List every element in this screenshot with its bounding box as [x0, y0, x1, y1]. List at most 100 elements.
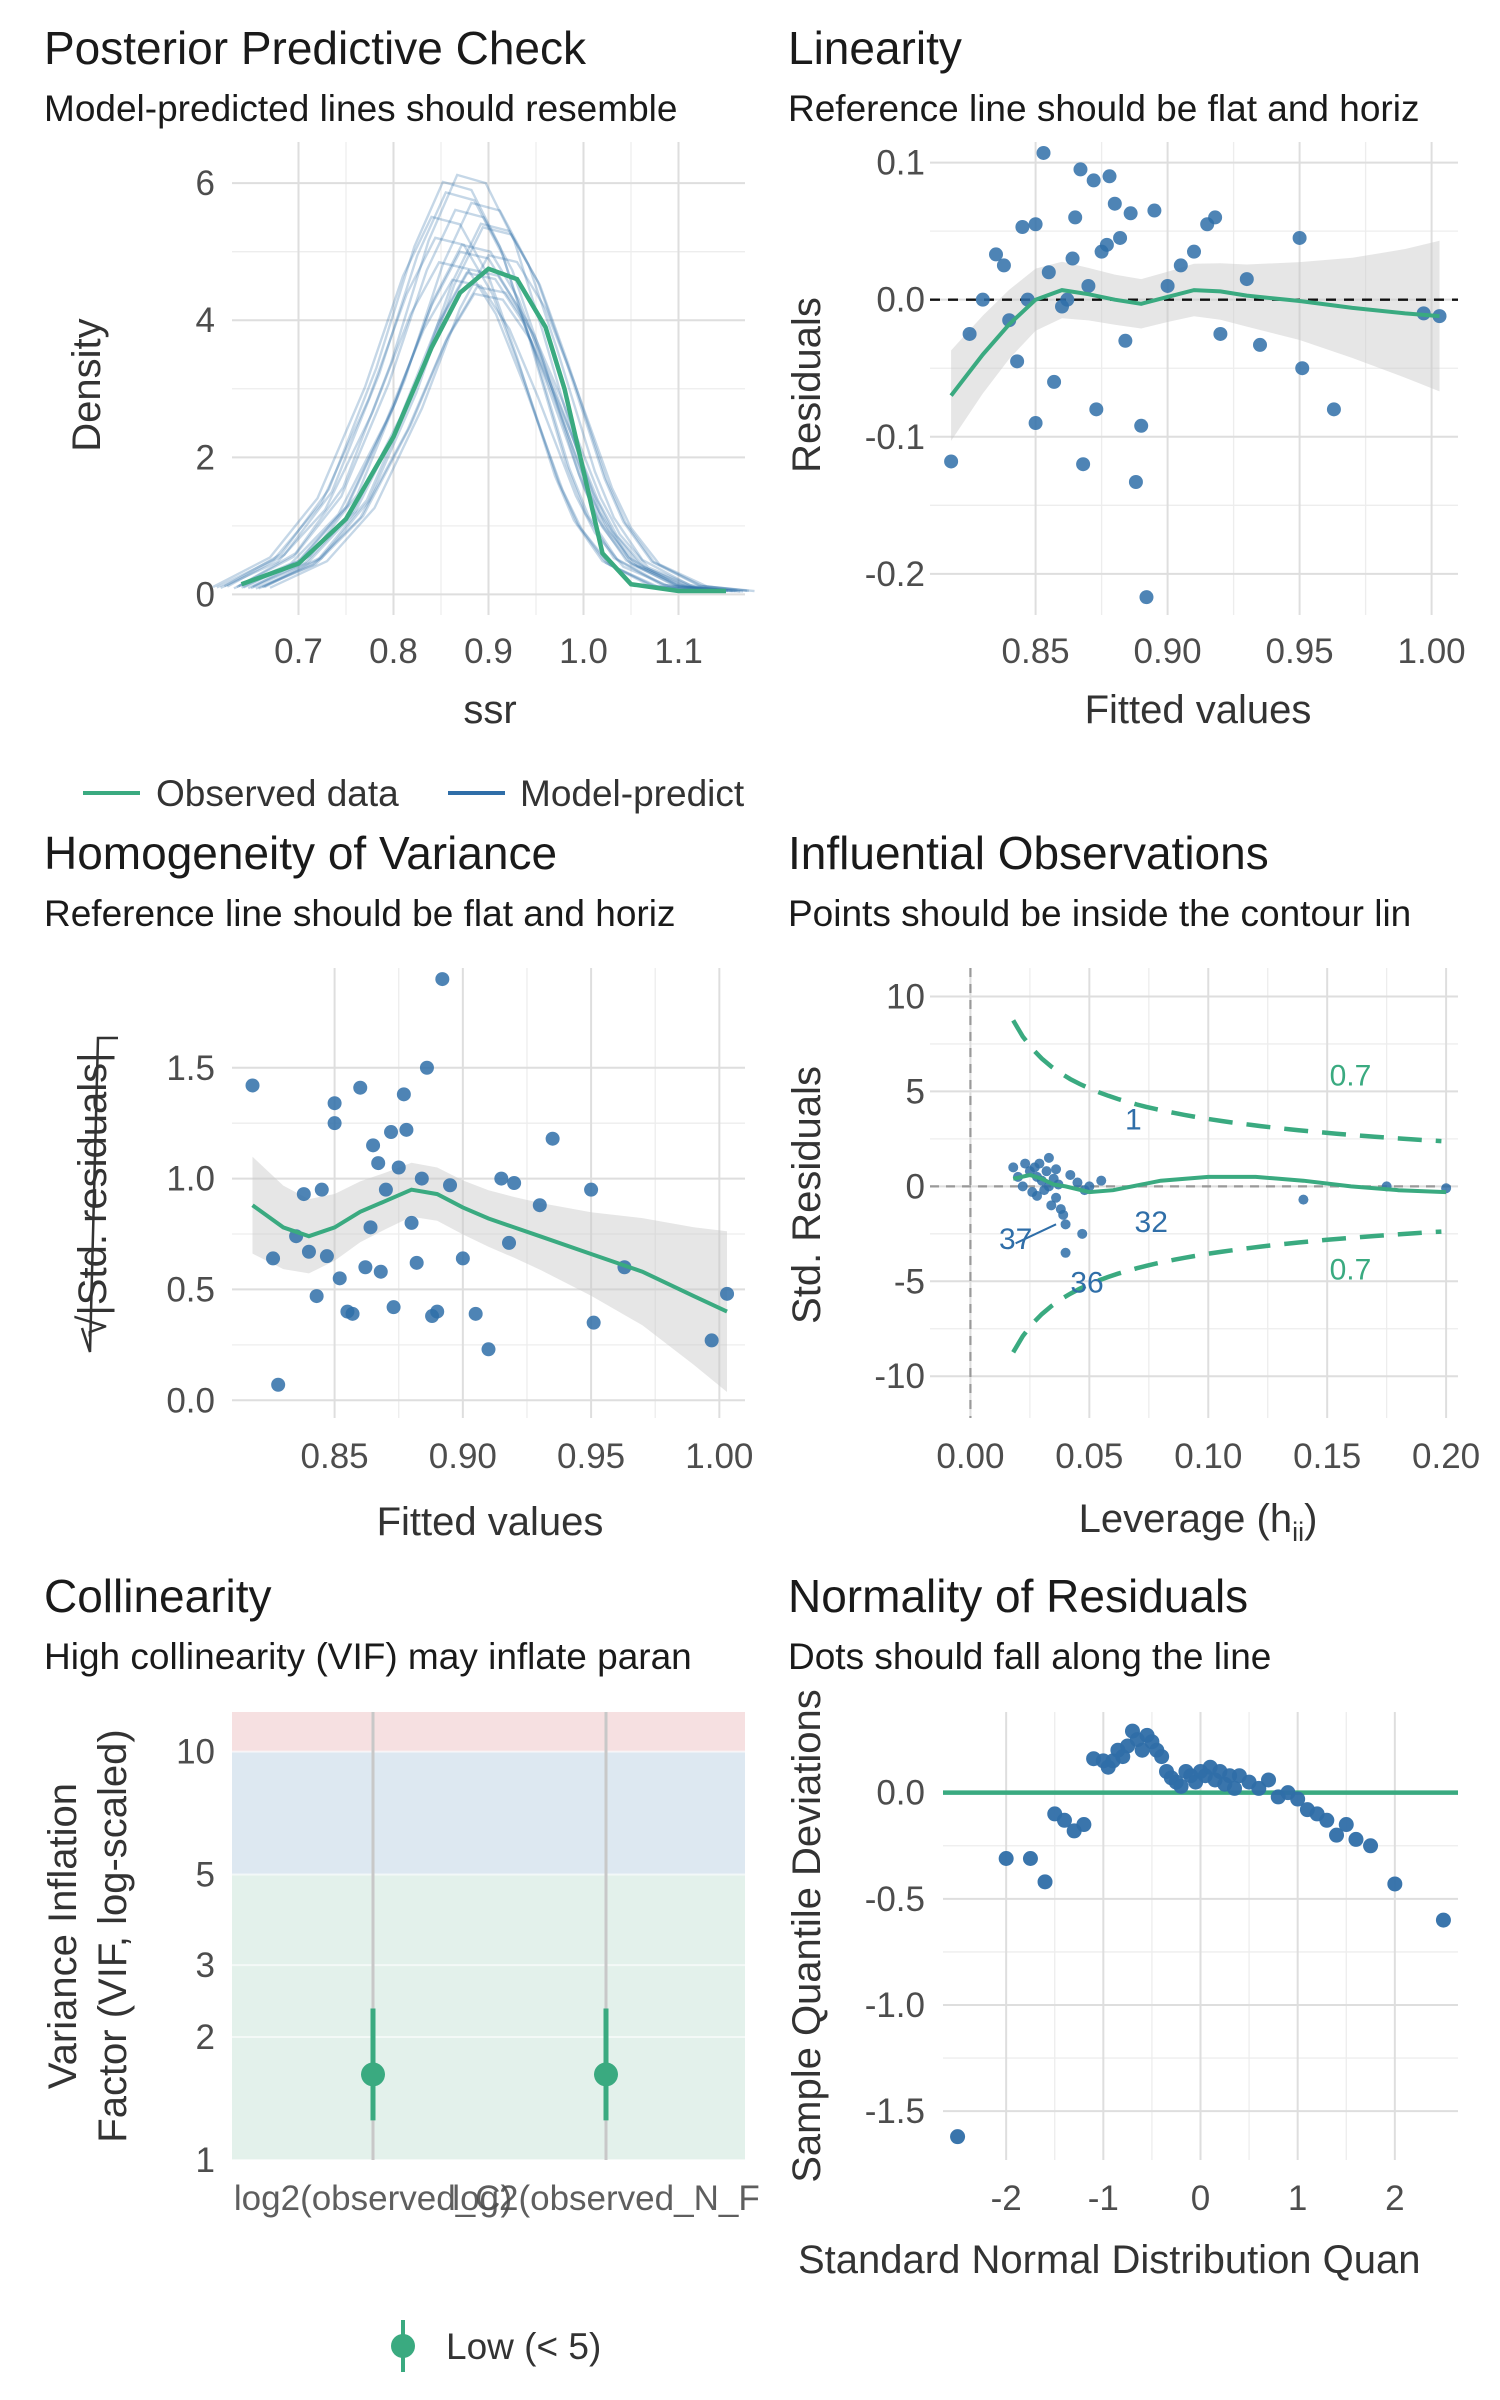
model-predicted-line — [252, 201, 738, 592]
legend-label: Low (< 5) — [446, 2326, 601, 2367]
model-predicted-line — [261, 222, 748, 592]
model-predicted-line — [240, 250, 727, 593]
data-point — [378, 1182, 393, 1197]
panel-subtitle: Model-predicted lines should resemble — [44, 88, 677, 129]
sqrt-symbol — [80, 1036, 118, 1353]
y-tick-label: 1.5 — [166, 1049, 215, 1088]
data-point — [1073, 162, 1088, 177]
data-point — [1041, 265, 1056, 280]
x-tick-label: 0.00 — [936, 1437, 1004, 1476]
data-point — [1107, 196, 1122, 211]
contour-label: 0.7 — [1330, 1253, 1372, 1286]
data-point — [950, 2129, 966, 2145]
data-point — [989, 247, 1003, 262]
legend-label-model: Model-predict — [520, 773, 745, 814]
data-point — [1298, 1194, 1309, 1205]
point-label: 32 — [1135, 1206, 1168, 1239]
data-point — [1065, 251, 1080, 266]
data-point — [1253, 337, 1267, 352]
panel-posterior-predictive-check: Posterior Predictive Check Model-predicte… — [44, 22, 755, 814]
panel-title: Homogeneity of Variance — [44, 827, 557, 879]
model-predicted-line — [238, 173, 724, 592]
point-label: 1 — [1125, 1103, 1142, 1136]
data-point — [1348, 1831, 1364, 1847]
data-point — [494, 1171, 509, 1186]
x-tick-label: 1.00 — [1398, 632, 1466, 671]
data-point — [1046, 1200, 1057, 1211]
data-point — [1034, 1158, 1045, 1169]
observed-data-line — [240, 266, 726, 594]
data-point — [1058, 1209, 1069, 1220]
data-point — [1056, 1812, 1072, 1828]
data-point — [396, 1087, 411, 1102]
y-tick-label: 1.0 — [166, 1160, 215, 1199]
y-tick-label: 0.5 — [166, 1270, 215, 1309]
x-axis-label: Fitted values — [1085, 688, 1312, 732]
y-tick-label: 0 — [196, 575, 215, 614]
panel-subtitle: Reference line should be flat and horiz — [44, 893, 675, 934]
x-tick-label: 2 — [1385, 2179, 1404, 2218]
vif-band — [232, 1712, 745, 1752]
y-tick-label: 0.0 — [876, 1774, 925, 1813]
x-tick-label: 0.85 — [1002, 632, 1070, 671]
y-tick-label: 0.0 — [166, 1381, 215, 1420]
x-tick-label: -1 — [1088, 2179, 1119, 2218]
data-point — [296, 1187, 311, 1202]
x-axis-label: Standard Normal Distribution Quan — [798, 2238, 1421, 2282]
model-predicted-line — [255, 292, 741, 593]
data-point — [1363, 1838, 1379, 1854]
panel-subtitle: High collinearity (VIF) may inflate para… — [44, 1636, 692, 1677]
data-point — [1017, 1181, 1028, 1192]
data-point — [409, 1255, 424, 1270]
data-point — [1041, 1166, 1052, 1177]
y-tick-label: 2 — [196, 438, 215, 477]
data-point — [1139, 590, 1154, 605]
data-point — [1065, 1169, 1076, 1180]
data-point — [1051, 1192, 1062, 1203]
data-point — [391, 1160, 406, 1175]
data-point — [1123, 206, 1138, 221]
x-tick-label: 0.8 — [369, 632, 418, 671]
data-point — [1047, 374, 1062, 389]
panel-influential-observations: Influential Observations Points should be… — [785, 827, 1480, 1547]
x-tick-label: 0.05 — [1055, 1437, 1123, 1476]
x-axis-label-close: ) — [1304, 1497, 1317, 1541]
data-point — [1096, 1175, 1107, 1186]
x-tick-label: 0.9 — [464, 632, 513, 671]
data-point — [1128, 475, 1143, 490]
legend-label-observed: Observed data — [156, 773, 399, 814]
data-point — [1319, 1812, 1335, 1828]
data-point — [1435, 1912, 1451, 1928]
data-point — [1329, 1827, 1345, 1843]
panel-title: Posterior Predictive Check — [44, 22, 587, 74]
cooks-contour-upper — [1011, 1019, 1442, 1144]
x-tick-label: 0.20 — [1412, 1437, 1480, 1476]
y-tick-label: -5 — [894, 1262, 925, 1301]
data-point — [1028, 416, 1043, 431]
data-point — [975, 292, 990, 307]
data-point — [1043, 1152, 1054, 1163]
y-tick-label: 0 — [906, 1167, 925, 1206]
panel-title: Influential Observations — [788, 827, 1269, 879]
data-point — [1077, 1228, 1088, 1239]
data-point — [1187, 244, 1201, 259]
data-point — [314, 1182, 329, 1197]
data-point — [1060, 1219, 1071, 1230]
y-axis-label-line1: Variance Inflation — [41, 1783, 85, 2089]
data-point — [404, 1215, 419, 1230]
x-tick-label: 0 — [1191, 2179, 1210, 2218]
x-tick-label: 1 — [1288, 2179, 1307, 2218]
label-leader-line — [1015, 1223, 1057, 1245]
data-point — [481, 1342, 496, 1357]
confidence-band — [252, 1156, 727, 1392]
data-point — [371, 1156, 386, 1171]
data-point — [1076, 1817, 1092, 1833]
model-predicted-line — [263, 225, 749, 592]
y-tick-label: 5 — [906, 1072, 925, 1111]
y-axis-label-line2: Factor (VIF, log-scaled) — [91, 1729, 135, 2142]
x-tick-label: 0.85 — [301, 1437, 369, 1476]
model-predicted-line — [250, 267, 736, 593]
data-point — [414, 1171, 429, 1186]
data-point — [1239, 272, 1254, 287]
legend-key-point — [391, 2334, 415, 2358]
